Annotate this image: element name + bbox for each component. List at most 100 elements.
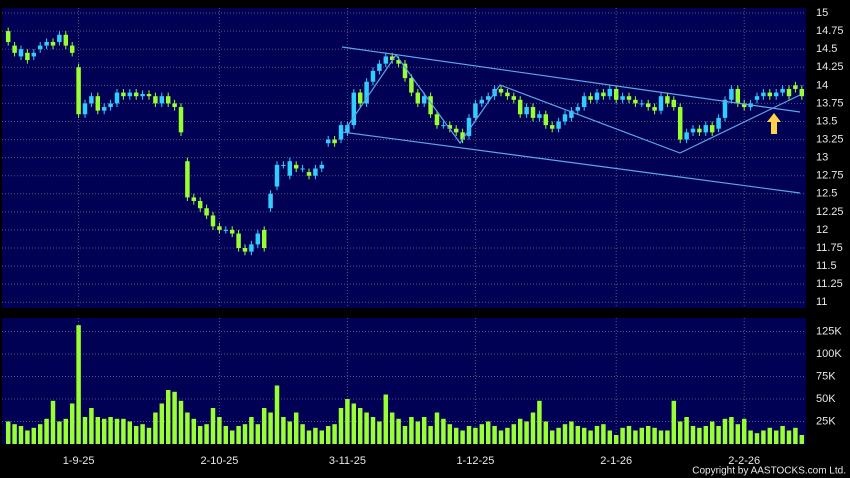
volume-bar	[613, 435, 619, 444]
volume-bar	[485, 421, 491, 444]
candle-body	[159, 96, 165, 104]
volume-bar	[37, 424, 43, 444]
volume-bar	[31, 427, 37, 444]
candle-body	[153, 96, 158, 104]
candle-body	[415, 92, 421, 104]
candle-body	[268, 193, 273, 209]
volume-bar	[12, 424, 17, 444]
candle-body	[594, 92, 600, 100]
candle-body	[165, 96, 171, 104]
candle-body	[549, 125, 555, 129]
candle-body	[370, 70, 376, 82]
candle-body	[37, 45, 43, 50]
candle-body	[761, 92, 766, 97]
candle-body	[709, 125, 715, 133]
volume-bar	[441, 418, 446, 444]
y-tick-label: 11.75	[816, 242, 843, 254]
wave-line	[344, 53, 801, 154]
volume-bar	[255, 424, 261, 444]
y-tick-label: 12.25	[816, 206, 844, 218]
candle-body	[684, 132, 689, 140]
candle-body	[89, 96, 94, 104]
candle-body	[127, 92, 133, 97]
y-tick-label: 12	[816, 224, 828, 236]
volume-bar	[313, 427, 318, 444]
trend-line	[341, 131, 801, 194]
candle-body	[524, 107, 529, 115]
volume-bar	[281, 417, 286, 444]
volume-bar	[780, 426, 785, 444]
candle-body	[300, 168, 305, 170]
y-tick-label: 12.75	[816, 170, 844, 182]
volume-bar	[159, 403, 165, 444]
candle-body	[639, 103, 645, 105]
volume-bar	[63, 418, 69, 444]
volume-bar	[242, 424, 248, 444]
volume-bar	[645, 426, 651, 444]
candle-body	[607, 88, 613, 97]
volume-bar	[735, 424, 741, 444]
volume-bar	[44, 418, 49, 444]
candle-body	[697, 128, 702, 133]
volume-bar	[549, 430, 555, 444]
candle-body	[543, 114, 549, 126]
candle-body	[389, 56, 395, 61]
volume-bar	[594, 426, 600, 444]
volume-bar	[607, 430, 613, 444]
candle-body	[319, 164, 325, 169]
volume-bar	[767, 427, 773, 444]
candle-body	[44, 41, 49, 46]
candle-body	[383, 56, 389, 64]
candle-body	[735, 88, 741, 104]
y-tick-label: 14.25	[816, 61, 844, 73]
candle-body	[601, 92, 606, 97]
candle-body	[210, 215, 216, 227]
candle-body	[690, 128, 696, 133]
candle-body	[626, 96, 632, 100]
candle-body	[793, 85, 798, 89]
candle-body	[133, 92, 139, 97]
candle-body	[69, 45, 75, 53]
candle-body	[377, 63, 382, 71]
volume-bar	[402, 426, 408, 444]
candle-body	[466, 117, 472, 136]
candle-body	[172, 103, 177, 108]
candle-body	[556, 121, 561, 129]
candle-body	[31, 52, 37, 57]
candle-body	[5, 31, 11, 42]
volume-bar	[581, 427, 587, 444]
volume-bar	[415, 421, 421, 444]
arrow	[767, 113, 781, 134]
volume-bar	[761, 430, 766, 444]
volume-bar	[601, 424, 606, 444]
candle-body	[773, 92, 779, 97]
candle-body	[741, 103, 747, 108]
volume-tick-label: 125K	[816, 325, 842, 337]
y-tick-label: 12.5	[816, 188, 837, 200]
volume-bar	[421, 417, 427, 444]
volume-bar	[249, 417, 254, 444]
volume-bar	[722, 418, 728, 444]
volume-bar	[639, 427, 645, 444]
volume-bar	[95, 417, 101, 444]
x-tick-label: 2-1-26	[600, 455, 632, 467]
candle-body	[338, 125, 344, 140]
candle-body	[569, 110, 574, 118]
candle-body	[191, 197, 197, 202]
volume-bar	[665, 430, 670, 444]
candle-body	[434, 114, 440, 126]
y-tick-label: 15	[816, 7, 828, 19]
volume-bar	[741, 418, 747, 444]
candle-body	[511, 96, 517, 100]
y-tick-label: 14.5	[816, 43, 837, 55]
volume-bar	[25, 430, 30, 444]
candle-body	[460, 132, 465, 140]
candle-body	[421, 96, 427, 104]
volume-bar	[447, 424, 453, 444]
candle-body	[217, 226, 222, 230]
volume-bar	[460, 430, 465, 444]
volume-bar	[351, 403, 357, 444]
candle-body	[293, 164, 299, 169]
candle-body	[332, 139, 337, 144]
x-tick-label: 3-11-25	[329, 455, 366, 467]
